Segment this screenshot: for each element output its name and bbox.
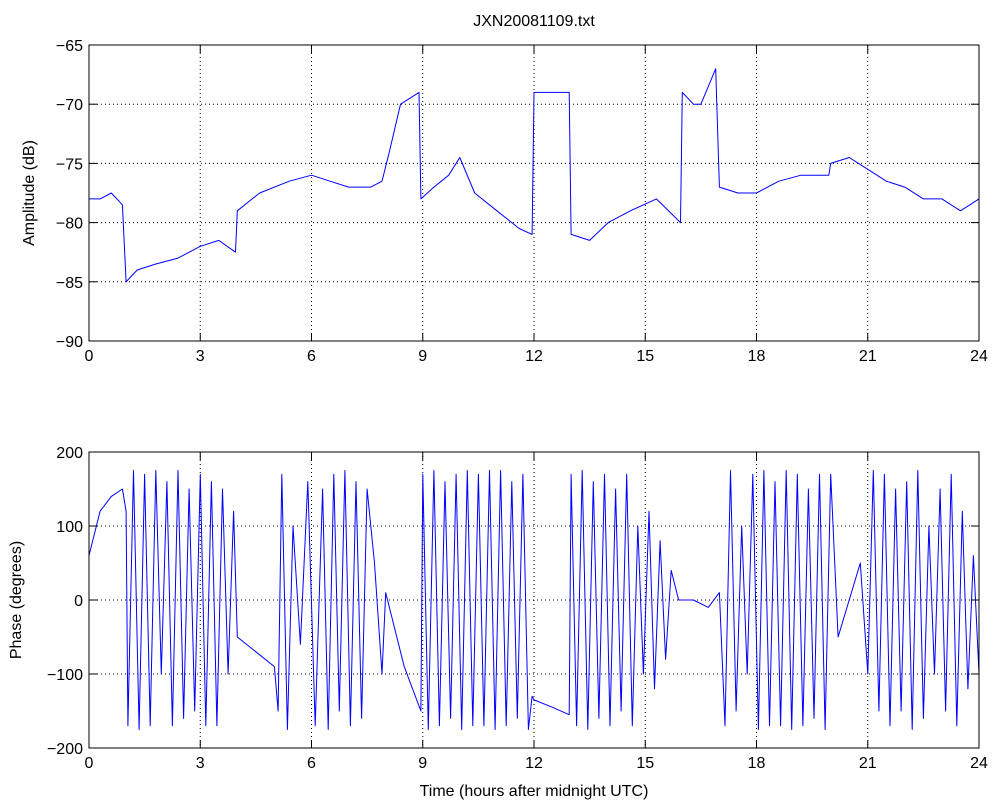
x-tick-label: 24	[970, 348, 988, 365]
y-tick-label: −90	[56, 334, 83, 351]
y-tick-label: −100	[47, 667, 83, 684]
x-tick-label: 12	[525, 755, 543, 772]
series-line	[88, 470, 980, 730]
x-tick-label: 18	[748, 348, 766, 365]
y-tick-label: 200	[56, 445, 83, 462]
x-tick-label: 9	[418, 348, 427, 365]
x-tick-label: 3	[196, 755, 205, 772]
y-tick-label: −80	[56, 216, 83, 233]
y-axis-ticks: −200 −100 0 100 200	[47, 445, 979, 758]
x-tick-label: 6	[307, 348, 316, 365]
y-tick-label: 0	[74, 593, 83, 610]
x-tick-label: 18	[748, 755, 766, 772]
amplitude-chart: JXN20081109.txt 0 3 6 9 12 15 18 21 24 −90 −85 −80…	[21, 13, 988, 365]
x-tick-label: 6	[307, 755, 316, 772]
x-axis-ticks: 0 3 6 9 12 15 18 21 24	[85, 452, 988, 772]
x-tick-label: 15	[636, 348, 654, 365]
y-tick-label: −75	[56, 156, 83, 173]
x-tick-label: 21	[859, 755, 877, 772]
series-polyline	[89, 68, 980, 283]
x-tick-label: 21	[859, 348, 877, 365]
y-tick-label: −70	[56, 97, 83, 114]
y-axis-ticks: −90 −85 −80 −75 −70 −65	[56, 38, 979, 351]
x-axis-label: Time (hours after midnight UTC)	[420, 783, 649, 800]
y-tick-label: −85	[56, 275, 83, 292]
x-tick-label: 24	[970, 755, 988, 772]
phase-chart: 0 3 6 9 12 15 18 21 24 −200 −100 0 100 200 Time (hou…	[8, 445, 988, 800]
x-tick-label: 9	[418, 755, 427, 772]
x-tick-label: 3	[196, 348, 205, 365]
y-axis-label: Amplitude (dB)	[21, 140, 38, 246]
series-polyline	[88, 470, 980, 730]
x-tick-label: 0	[85, 348, 94, 365]
y-tick-label: −65	[56, 38, 83, 55]
grid-lines	[89, 452, 979, 748]
series-line	[89, 68, 980, 283]
x-tick-label: 15	[636, 755, 654, 772]
chart-title: JXN20081109.txt	[473, 13, 595, 30]
y-axis-label: Phase (degrees)	[8, 541, 25, 659]
y-tick-label: 100	[56, 519, 83, 536]
x-tick-label: 12	[525, 348, 543, 365]
y-tick-label: −200	[47, 741, 83, 758]
x-axis-ticks: 0 3 6 9 12 15 18 21 24	[85, 45, 988, 365]
x-tick-label: 0	[85, 755, 94, 772]
